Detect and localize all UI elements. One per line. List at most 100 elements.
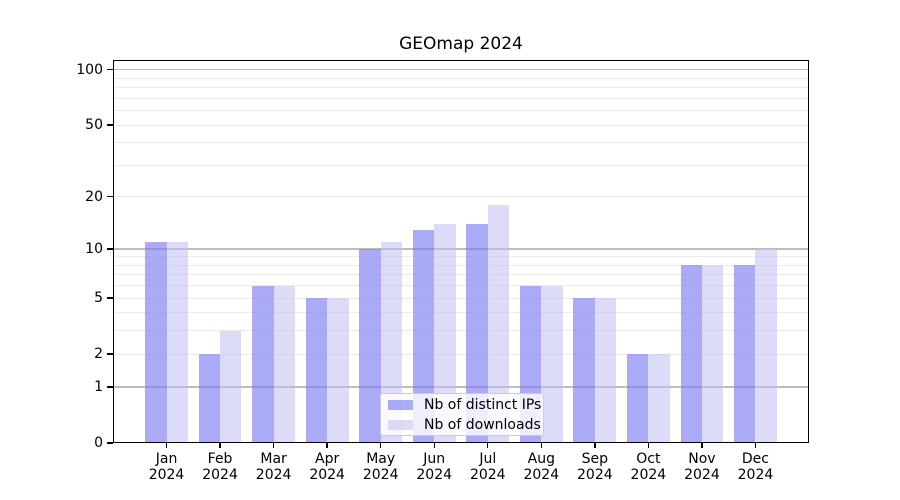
x-tick-label: Jun 2024 <box>402 451 466 483</box>
minor-gridline <box>113 312 809 314</box>
x-tick-year: 2024 <box>577 466 613 483</box>
bar-nb-of-distinct-ips-apr <box>305 298 328 443</box>
bar-nb-of-downloads-dec <box>755 249 777 443</box>
x-tick-label: Jan 2024 <box>135 451 199 483</box>
x-tick-mark <box>701 443 703 448</box>
minor-gridline <box>113 297 809 299</box>
x-tick-month: Apr <box>315 451 340 467</box>
x-tick-month: May <box>366 451 396 467</box>
x-tick-month: Sep <box>581 451 609 467</box>
y-tick-label: 10 <box>85 241 103 258</box>
x-tick-year: 2024 <box>255 466 292 483</box>
y-tick-mark <box>107 442 113 444</box>
minor-gridline <box>113 77 809 79</box>
x-tick-mark <box>754 443 757 448</box>
y-tick-mark <box>107 386 113 388</box>
minor-gridline <box>113 264 809 266</box>
minor-gridline <box>113 274 809 276</box>
bar-nb-of-distinct-ips-feb <box>198 354 221 443</box>
bar-nb-of-downloads-jul <box>487 204 510 443</box>
bar-nb-of-downloads-nov <box>701 265 724 443</box>
y-tick-mark <box>107 353 113 355</box>
bar-nb-of-distinct-ips-jun <box>412 229 435 443</box>
bar-nb-of-distinct-ips-mar <box>252 285 274 443</box>
minor-gridline <box>113 124 809 126</box>
bar-nb-of-distinct-ips-may <box>359 249 381 443</box>
y-tick-mark <box>107 248 113 250</box>
x-tick-label: Feb 2024 <box>188 451 252 483</box>
x-tick-label: Oct 2024 <box>616 451 680 483</box>
x-tick-year: 2024 <box>737 466 774 483</box>
x-tick-mark <box>326 443 328 448</box>
y-tick-mark <box>107 69 113 71</box>
bar-nb-of-downloads-mar <box>273 285 296 443</box>
bar-nb-of-downloads-jan <box>166 242 188 443</box>
x-tick-label: Aug 2024 <box>509 451 573 483</box>
x-tick-mark <box>487 443 489 448</box>
x-tick-year: 2024 <box>523 466 560 483</box>
x-tick-label: Sep 2024 <box>563 451 627 483</box>
bar-nb-of-distinct-ips-jul <box>466 224 488 443</box>
major-gridline <box>113 386 809 388</box>
bar-nb-of-downloads-apr <box>327 298 349 443</box>
major-gridline <box>113 69 809 71</box>
x-tick-month: Aug <box>527 451 555 467</box>
x-tick-month: Jun <box>423 451 446 467</box>
bar-nb-of-distinct-ips-nov <box>680 265 702 443</box>
x-tick-label: May 2024 <box>349 451 413 483</box>
x-tick-mark <box>219 443 221 448</box>
x-tick-year: 2024 <box>684 466 720 483</box>
x-tick-mark <box>540 443 542 448</box>
y-tick-label: 2 <box>94 346 103 363</box>
x-tick-year: 2024 <box>202 466 238 483</box>
y-tick-label: 50 <box>85 117 103 134</box>
x-tick-month: Jan <box>155 451 178 467</box>
x-tick-mark <box>594 443 596 448</box>
legend-swatch-distinct-ips <box>388 400 413 410</box>
bar-nb-of-distinct-ips-oct <box>626 354 649 443</box>
minor-gridline <box>113 87 809 89</box>
chart-title: GEOmap 2024 <box>399 34 523 54</box>
minor-gridline <box>113 330 809 332</box>
x-tick-mark <box>647 443 650 448</box>
bar-nb-of-distinct-ips-dec <box>734 265 756 443</box>
bar-nb-of-downloads-may <box>380 242 403 443</box>
major-gridline <box>113 248 809 250</box>
bar-nb-of-downloads-jun <box>434 224 456 443</box>
x-tick-month: Nov <box>688 451 716 467</box>
x-tick-mark <box>165 443 168 448</box>
y-tick-mark <box>107 297 113 299</box>
bar-nb-of-distinct-ips-jan <box>145 242 167 443</box>
x-tick-mark <box>272 443 275 448</box>
y-tick-label: 1 <box>94 378 103 395</box>
x-tick-year: 2024 <box>309 466 345 483</box>
y-tick-label: 0 <box>94 435 103 451</box>
plot-area <box>113 60 809 443</box>
bar-nb-of-distinct-ips-sep <box>573 298 595 443</box>
minor-gridline <box>113 196 809 198</box>
minor-gridline <box>113 110 809 112</box>
legend: Nb of distinct IPs Nb of downloads <box>380 393 544 436</box>
bar-nb-of-downloads-aug <box>541 285 563 443</box>
x-tick-label: Mar 2024 <box>242 451 306 483</box>
x-tick-month: Feb <box>207 451 233 467</box>
minor-gridline <box>113 256 809 258</box>
x-tick-year: 2024 <box>416 466 453 483</box>
x-tick-label: Dec 2024 <box>723 451 787 483</box>
bar-nb-of-downloads-oct <box>648 354 670 443</box>
minor-gridline <box>113 164 809 166</box>
x-tick-month: Jul <box>479 451 497 467</box>
minor-gridline <box>113 97 809 99</box>
x-tick-year: 2024 <box>362 466 399 483</box>
x-tick-label: Jul 2024 <box>456 451 520 483</box>
x-tick-mark <box>379 443 382 448</box>
x-tick-month: Dec <box>741 451 769 467</box>
legend-item-downloads: Nb of downloads <box>388 415 541 435</box>
y-tick-label: 20 <box>85 188 103 205</box>
minor-gridline <box>113 353 809 355</box>
legend-item-distinct-ips: Nb of distinct IPs <box>388 395 541 415</box>
x-tick-month: Mar <box>260 451 287 467</box>
x-tick-month: Oct <box>636 451 661 467</box>
bar-nb-of-downloads-sep <box>594 298 617 443</box>
